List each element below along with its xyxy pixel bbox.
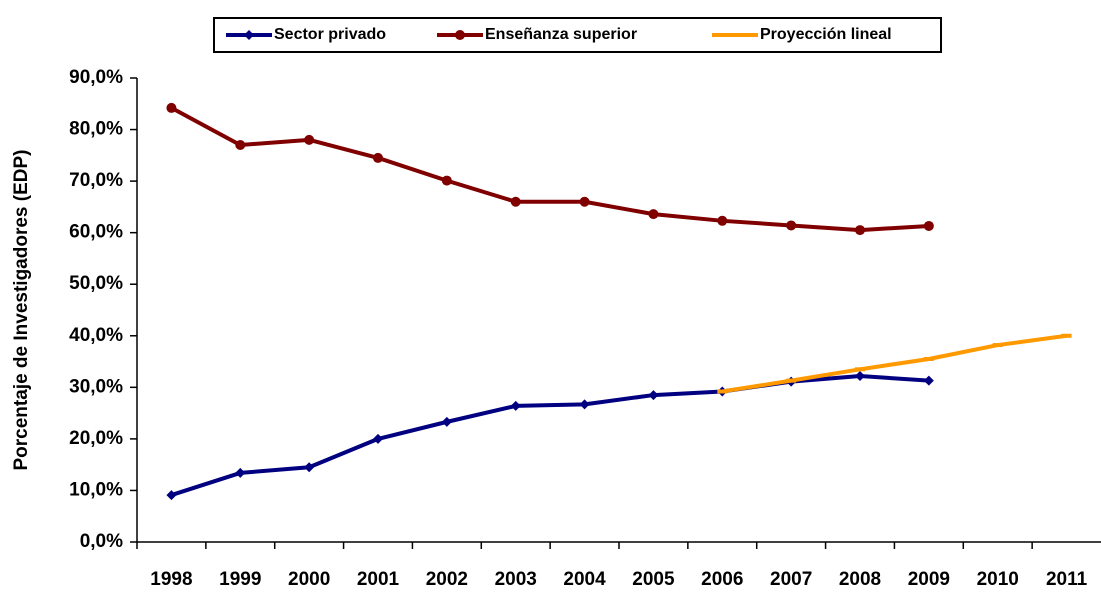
x-tick-label: 1999 xyxy=(219,569,261,589)
marker xyxy=(166,490,177,501)
marker xyxy=(235,140,246,151)
y-tick-label: 80,0% xyxy=(69,119,123,140)
marker xyxy=(510,196,521,207)
marker xyxy=(455,30,465,40)
y-tick-label: 10,0% xyxy=(69,479,123,500)
marker xyxy=(235,467,246,478)
marker xyxy=(304,462,315,473)
y-tick-label: 30,0% xyxy=(69,376,123,397)
marker xyxy=(648,209,659,220)
marker xyxy=(304,134,315,145)
legend-label: Proyección lineal xyxy=(760,26,892,43)
marker xyxy=(717,215,728,226)
y-tick-label: 60,0% xyxy=(69,222,123,243)
x-tick-label: 2007 xyxy=(770,569,812,589)
series-line xyxy=(170,373,929,497)
marker xyxy=(579,196,590,207)
marker xyxy=(510,400,521,411)
legend-label: Enseñanza superior xyxy=(485,26,637,43)
x-tick-label: 2006 xyxy=(701,569,743,589)
marker xyxy=(441,175,452,186)
marker xyxy=(579,399,590,410)
x-tick-label: 2005 xyxy=(632,569,675,589)
x-tick-label: 2000 xyxy=(288,569,330,589)
marker xyxy=(786,220,797,231)
marker xyxy=(855,370,865,381)
x-tick-label: 2011 xyxy=(1046,569,1088,589)
marker xyxy=(244,30,254,40)
x-tick-label: 2002 xyxy=(426,569,468,589)
y-tick-label: 50,0% xyxy=(69,273,123,294)
x-tick-label: 2004 xyxy=(563,569,606,589)
y-tick-label: 0,0% xyxy=(80,531,123,552)
legend-label: Sector privado xyxy=(274,26,386,43)
marker xyxy=(373,152,383,163)
y-axis-title: Porcentaje de Investigadores (EDP) xyxy=(11,150,32,471)
series-line xyxy=(721,333,1067,394)
x-tick-label: 1998 xyxy=(150,569,192,589)
y-tick-label: 70,0% xyxy=(69,170,123,191)
marker xyxy=(855,225,865,236)
x-tick-label: 2009 xyxy=(908,569,950,589)
marker xyxy=(373,433,383,444)
x-tick-label: 2003 xyxy=(495,569,537,589)
y-tick-label: 20,0% xyxy=(69,428,123,449)
x-tick-label: 2001 xyxy=(357,569,400,589)
x-tick-label: 2008 xyxy=(839,569,881,589)
marker xyxy=(166,102,177,113)
legend-box xyxy=(213,17,942,53)
y-tick-label: 40,0% xyxy=(69,325,123,346)
marker xyxy=(923,375,934,386)
marker xyxy=(648,390,659,401)
x-tick-label: 2010 xyxy=(977,569,1019,589)
legend: Sector privado Enseñanza superior Proyecci… xyxy=(226,26,892,43)
marker xyxy=(441,416,452,427)
y-tick-label: 90,0% xyxy=(69,67,123,88)
marker xyxy=(923,220,934,231)
series-line xyxy=(170,106,929,233)
